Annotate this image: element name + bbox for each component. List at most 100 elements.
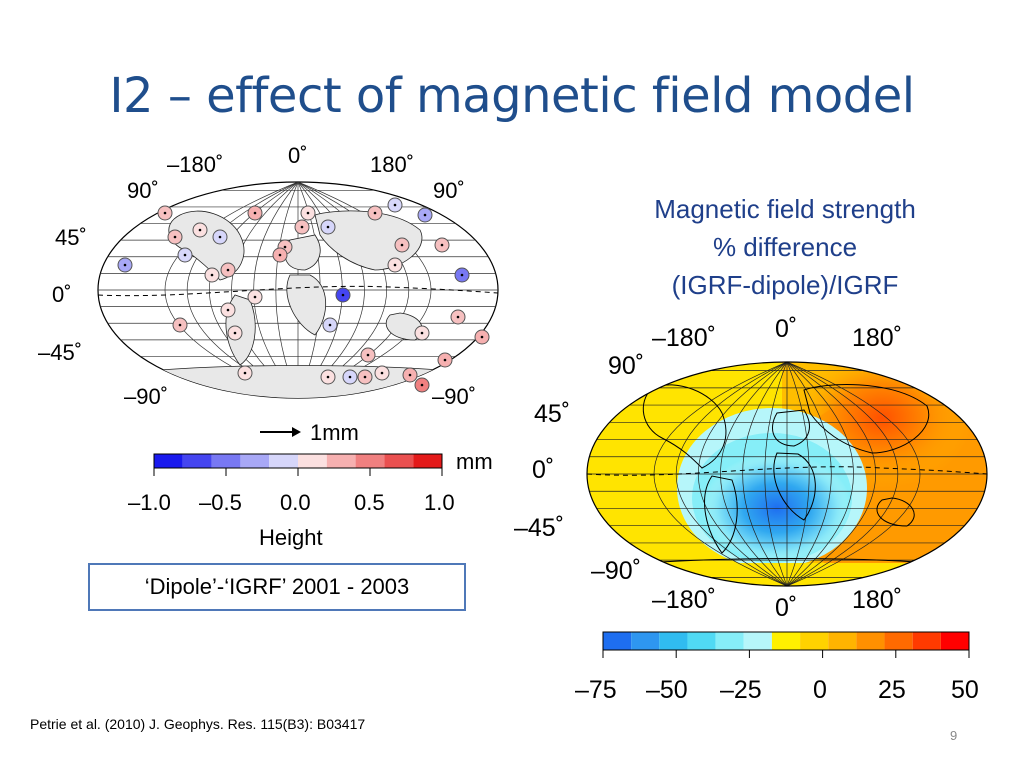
left-lat-label: 45˚ (55, 225, 87, 250)
map-description: Magnetic field strength % difference (IG… (600, 190, 970, 304)
colorbar-swatch (355, 454, 385, 468)
colorbar-tick-label: –75 (575, 676, 617, 704)
site-dot (178, 323, 182, 327)
site-dot (380, 371, 384, 375)
site-dot (326, 375, 330, 379)
height-difference-map (97, 181, 499, 399)
left-lon-label: 180˚ (370, 152, 415, 177)
colorbar-swatch (828, 632, 857, 650)
colorbar-tick-label: 1.0 (424, 490, 455, 515)
height-colorbar (153, 453, 443, 476)
citation: Petrie et al. (2010) J. Geophys. Res. 11… (30, 716, 366, 732)
colorbar-swatch (603, 632, 632, 650)
scale-arrow-label: 1mm (310, 420, 359, 445)
left-lat-label: –90˚ (124, 384, 169, 409)
site-dot (306, 211, 310, 215)
site-dot (278, 253, 282, 257)
colorbar-swatch (659, 632, 688, 650)
site-dot (163, 211, 167, 215)
site-dot (123, 263, 127, 267)
colorbar-swatch (269, 454, 298, 468)
left-lat-label: 0˚ (52, 282, 72, 307)
right-lon-label-bottom: 180˚ (852, 586, 903, 614)
site-dot (233, 331, 237, 335)
colorbar-tick-label: 50 (951, 676, 979, 704)
field-strength-map (586, 361, 988, 587)
site-dot (420, 383, 424, 387)
colorbar-tick-label: –50 (646, 676, 688, 704)
colorbar-swatch (743, 632, 772, 650)
colorbar-tick-label: –1.0 (128, 490, 171, 515)
left-lat-label: –45˚ (38, 340, 83, 365)
site-dot (226, 308, 230, 312)
site-dot (173, 235, 177, 239)
left-lat-label: 90˚ (127, 178, 159, 203)
left-lat-label-right: 90˚ (433, 178, 465, 203)
site-dot (363, 375, 367, 379)
slide-title: I2 – effect of magnetic field model (109, 68, 915, 124)
colorbar-swatch (384, 454, 414, 468)
right-lat-label: –90˚ (591, 557, 642, 585)
colorbar-swatch (771, 632, 801, 650)
colorbar-tick-label: 25 (878, 676, 906, 704)
description-line: Magnetic field strength (654, 194, 916, 224)
site-dot (373, 211, 377, 215)
colorbar-swatch (326, 454, 356, 468)
site-dot (243, 371, 247, 375)
gps-site-markers (117, 197, 490, 393)
colorbar-swatch (413, 454, 442, 468)
site-dot (328, 323, 332, 327)
site-dot (443, 358, 447, 362)
colorbar-unit: mm (456, 449, 493, 474)
colorbar-swatch (940, 632, 969, 650)
right-lon-label-bottom: 0˚ (775, 594, 798, 622)
site-dot (341, 293, 345, 297)
colorbar-tick-label: –0.5 (199, 490, 242, 515)
site-dot (420, 331, 424, 335)
right-lat-label: 0˚ (532, 456, 555, 484)
site-dot (423, 213, 427, 217)
colorbar-tick-label: 0.0 (280, 490, 311, 515)
site-dot (210, 273, 214, 277)
site-dot (456, 315, 460, 319)
site-dot (393, 203, 397, 207)
left-lon-label: 0˚ (288, 143, 308, 168)
description-line: (IGRF-dipole)/IGRF (671, 270, 899, 300)
colorbar-swatch (687, 632, 716, 650)
colorbar-swatch (240, 454, 270, 468)
colorbar-swatch (631, 632, 660, 650)
site-dot (366, 353, 370, 357)
colorbar-swatch (856, 632, 885, 650)
right-lon-label: 0˚ (775, 315, 798, 343)
colorbar-swatch (715, 632, 744, 650)
site-dot (226, 268, 230, 272)
colorbar-swatch (298, 454, 327, 468)
site-dot (348, 375, 352, 379)
site-dot (198, 228, 202, 232)
site-dot (253, 211, 257, 215)
colorbar-swatch (211, 454, 241, 468)
field-colorbar (602, 631, 970, 658)
site-dot (218, 235, 222, 239)
colorbar-tick-label: –25 (720, 676, 762, 704)
right-lat-label: 45˚ (534, 400, 571, 428)
left-lat-label-right: –90˚ (432, 384, 477, 409)
site-dot (253, 295, 257, 299)
colorbar-title: Height (259, 525, 323, 550)
site-dot (283, 245, 287, 249)
right-lon-label: 180˚ (852, 324, 903, 352)
colorbar-swatch (182, 454, 212, 468)
right-lat-label: –45˚ (514, 514, 565, 542)
colorbar-swatch (800, 632, 829, 650)
right-lon-label: –180˚ (652, 324, 716, 352)
colorbar-swatch (884, 632, 913, 650)
site-dot (400, 243, 404, 247)
site-dot (440, 243, 444, 247)
colorbar-swatch (912, 632, 941, 650)
right-lon-label-bottom: –180˚ (652, 586, 716, 614)
site-dot (326, 225, 330, 229)
site-dot (183, 253, 187, 257)
colorbar-tick-label: 0.5 (354, 490, 385, 515)
site-dot (480, 335, 484, 339)
site-dot (460, 273, 464, 277)
